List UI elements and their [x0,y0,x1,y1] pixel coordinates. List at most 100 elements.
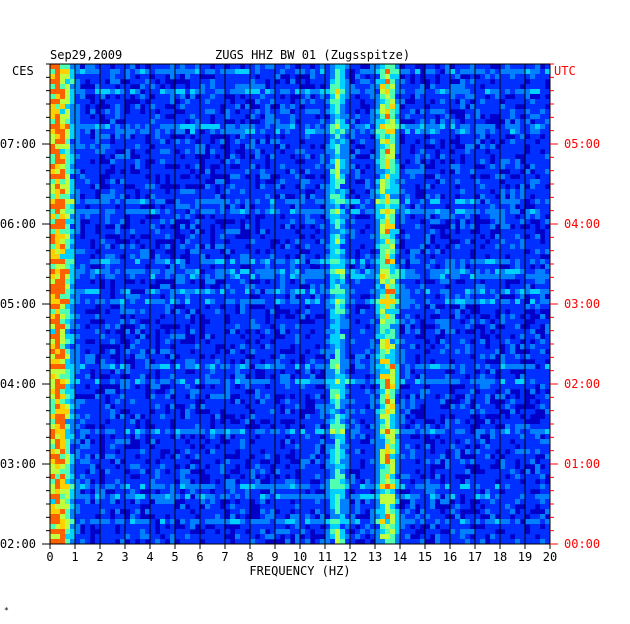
heatmap-cell [335,169,341,175]
heatmap-cell [320,264,326,270]
heatmap-cell [290,329,296,335]
heatmap-cell [345,184,351,190]
heatmap-cell [230,289,236,295]
heatmap-cell [390,254,396,260]
heatmap-cell [230,114,236,120]
heatmap-cell [95,124,101,130]
heatmap-cell [60,234,66,240]
heatmap-cell [420,109,426,115]
heatmap-cell [385,339,391,345]
heatmap-cell [55,349,61,355]
heatmap-cell [390,89,396,95]
heatmap-cell [100,224,106,230]
heatmap-cell [240,144,246,150]
heatmap-cell [515,299,521,305]
heatmap-cell [195,254,201,260]
heatmap-cell [245,79,251,85]
heatmap-cell [215,114,221,120]
heatmap-cell [265,254,271,260]
heatmap-cell [200,224,206,230]
heatmap-cell [305,149,311,155]
heatmap-cell [205,149,211,155]
heatmap-cell [350,224,356,230]
heatmap-cell [150,224,156,230]
heatmap-cell [385,264,391,270]
heatmap-cell [235,114,241,120]
heatmap-cell [530,304,536,310]
heatmap-cell [250,229,256,235]
heatmap-cell [275,289,281,295]
heatmap-cell [460,244,466,250]
heatmap-cell [375,249,381,255]
heatmap-cell [260,294,266,300]
heatmap-cell [270,289,276,295]
heatmap-cell [75,234,81,240]
heatmap-cell [295,89,301,95]
heatmap-cell [160,124,166,130]
heatmap-cell [370,349,376,355]
heatmap-cell [495,154,501,160]
heatmap-cell [330,124,336,130]
heatmap-cell [210,359,216,365]
heatmap-cell [505,349,511,355]
heatmap-cell [425,149,431,155]
heatmap-cell [285,184,291,190]
heatmap-cell [215,169,221,175]
heatmap-cell [285,219,291,225]
heatmap-cell [445,279,451,285]
heatmap-cell [310,134,316,140]
heatmap-cell [85,354,91,360]
heatmap-cell [135,89,141,95]
heatmap-cell [180,224,186,230]
heatmap-cell [415,214,421,220]
heatmap-cell [130,354,136,360]
heatmap-cell [495,69,501,75]
heatmap-cell [345,304,351,310]
heatmap-cell [95,289,101,295]
heatmap-cell [55,64,61,70]
heatmap-cell [125,249,131,255]
heatmap-cell [250,89,256,95]
heatmap-cell [525,219,531,225]
heatmap-cell [355,99,361,105]
heatmap-cell [340,254,346,260]
heatmap-cell [525,89,531,95]
heatmap-cell [450,84,456,90]
heatmap-cell [165,209,171,215]
heatmap-cell [105,154,111,160]
heatmap-cell [435,249,441,255]
heatmap-cell [350,314,356,320]
heatmap-cell [525,124,531,130]
heatmap-cell [475,174,481,180]
heatmap-cell [65,79,71,85]
heatmap-cell [525,104,531,110]
heatmap-cell [285,189,291,195]
heatmap-cell [500,269,506,275]
heatmap-cell [60,354,66,360]
heatmap-cell [205,69,211,75]
heatmap-cell [540,89,546,95]
heatmap-cell [225,294,231,300]
heatmap-cell [355,259,361,265]
heatmap-cell [415,104,421,110]
heatmap-cell [465,239,471,245]
heatmap-cell [120,84,126,90]
heatmap-cell [455,174,461,180]
heatmap-cell [270,264,276,270]
heatmap-cell [270,254,276,260]
heatmap-cell [460,259,466,265]
heatmap-cell [260,84,266,90]
heatmap-cell [310,119,316,125]
heatmap-cell [315,214,321,220]
heatmap-cell [225,244,231,250]
heatmap-cell [90,124,96,130]
heatmap-cell [380,74,386,80]
heatmap-cell [235,314,241,320]
heatmap-cell [405,94,411,100]
heatmap-cell [415,234,421,240]
heatmap-cell [215,94,221,100]
heatmap-cell [315,79,321,85]
heatmap-cell [230,239,236,245]
heatmap-cell [330,334,336,340]
heatmap-cell [150,289,156,295]
